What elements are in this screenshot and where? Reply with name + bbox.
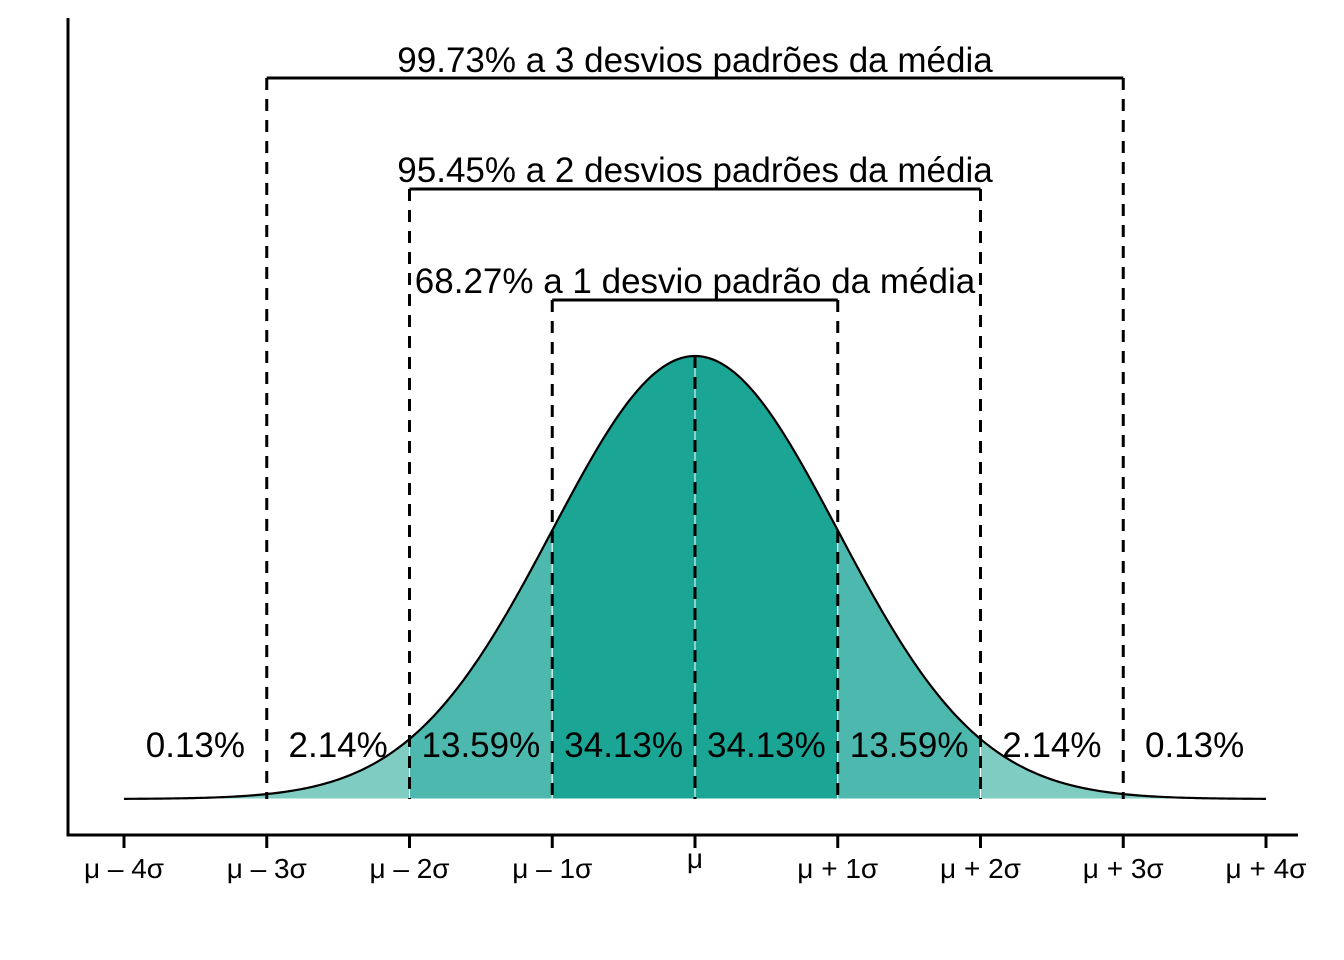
x-tick-label-2: μ – 2σ [369,853,449,884]
x-tick-label-5: μ + 1σ [797,853,878,884]
x-tick-label-0: μ – 4σ [84,853,164,884]
x-tick-label-1: μ – 3σ [227,853,307,884]
x-tick-label-4: μ [687,843,703,874]
sigma-lines [265,78,1125,799]
x-tick-label-8: μ + 4σ [1226,853,1307,884]
region-label-1: 2.14% [289,726,388,765]
region-label-0: 0.13% [146,726,245,765]
x-tick-label-3: μ – 1σ [512,853,592,884]
region-percent-labels: 0.13% 2.14% 13.59% 34.13% 34.13% 13.59% 2.14% 0… [146,726,1245,765]
region-label-3: 34.13% [564,726,683,765]
region-label-7: 0.13% [1145,726,1244,765]
bracket-label-2sd: 95.45% a 2 desvios padrões da média [397,151,993,190]
region-label-5: 13.59% [850,726,969,765]
bracket-label-3sd: 99.73% a 3 desvios padrões da média [397,41,993,80]
axes: μ – 4σ μ – 3σ μ – 2σ μ – 1σ μ μ + 1σ μ + 2σ μ +… [66,18,1307,884]
region-label-2: 13.59% [422,726,541,765]
range-brackets: 99.73% a 3 desvios padrões da média 95.45… [266,41,1124,302]
bracket-label-1sd: 68.27% a 1 desvio padrão da média [415,262,976,301]
region-label-4: 34.13% [707,726,826,765]
region-label-6: 2.14% [1002,726,1101,765]
x-tick-label-7: μ + 3σ [1083,853,1164,884]
x-tick-label-6: μ + 2σ [940,853,1021,884]
